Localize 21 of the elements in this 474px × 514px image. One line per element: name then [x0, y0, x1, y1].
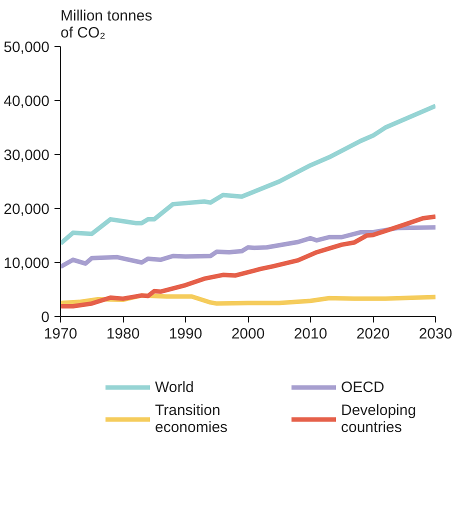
x-tick-label: 2030 — [418, 326, 452, 342]
x-tick-label: 2000 — [231, 326, 265, 342]
y-tick-label: 20,000 — [4, 201, 50, 218]
legend-label: Transition economies — [155, 402, 229, 436]
y-tick-label: 0 — [41, 309, 50, 326]
line-series — [60, 104, 436, 246]
x-tick-label: 2020 — [356, 326, 390, 342]
x-tick-label: 1970 — [44, 326, 78, 342]
y-tick-label: 50,000 — [4, 39, 50, 56]
legend-label: World — [155, 378, 195, 396]
x-tick-label: 2010 — [294, 326, 328, 342]
legend-label: OECD — [341, 378, 386, 396]
x-tick-label: 1980 — [106, 326, 140, 342]
y-tick-label: 10,000 — [4, 255, 50, 272]
line-series — [60, 214, 436, 308]
y-axis-title: Million tonnes of CO₂ — [60, 8, 152, 42]
legend-label: Developing countries — [341, 402, 418, 436]
y-tick-label: 30,000 — [4, 147, 50, 164]
y-tick-label: 40,000 — [4, 93, 50, 110]
x-tick-label: 1990 — [168, 326, 202, 342]
line-series — [60, 225, 436, 270]
